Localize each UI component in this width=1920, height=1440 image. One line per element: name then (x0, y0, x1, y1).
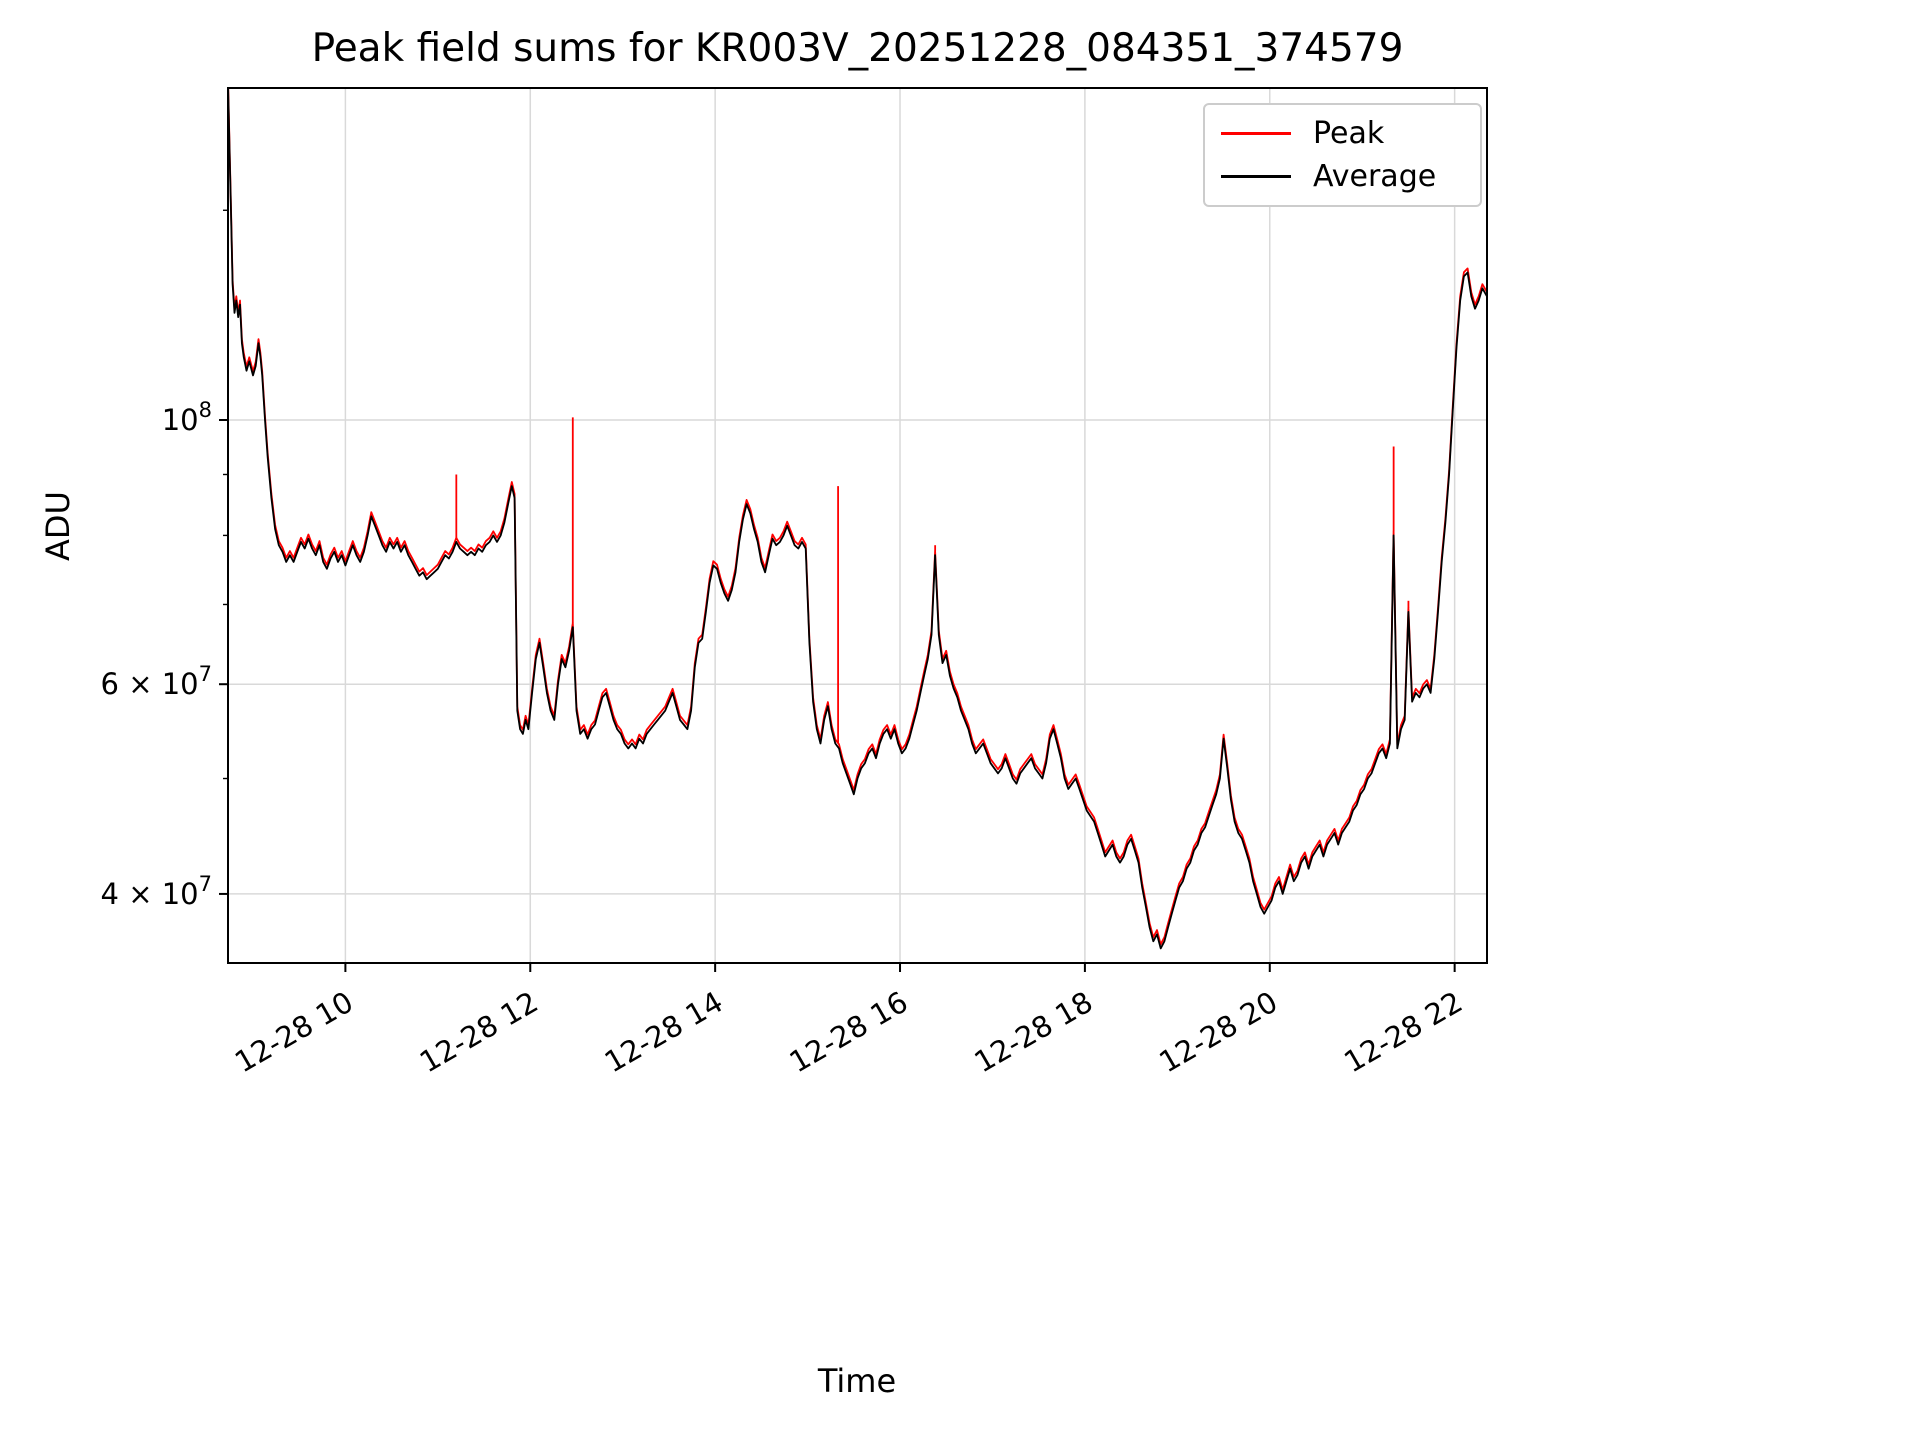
series-group (228, 88, 1487, 950)
y-tick-label: 108 (162, 398, 212, 437)
x-tick-label: 12-28 12 (414, 985, 544, 1080)
x-tick-label: 12-28 14 (599, 985, 729, 1080)
y-tick-label: 4 × 107 (101, 872, 212, 911)
average-series-line (228, 88, 1487, 950)
peak-line-swatch (1221, 132, 1291, 135)
legend: Peak Average (1203, 103, 1482, 207)
average-line-swatch (1221, 175, 1291, 178)
y-tick-label: 6 × 107 (101, 662, 212, 701)
tick-labels: 12-28 10 12-28 12 12-28 14 12-28 16 12-28 18… (101, 398, 1469, 1079)
grid-lines (228, 88, 1487, 963)
x-tick-label: 12-28 22 (1338, 985, 1468, 1080)
chart-title: Peak field sums for KR003V_20251228_0843… (311, 26, 1404, 71)
y-axis-label: ADU (39, 491, 77, 561)
peak-series-line (228, 88, 1487, 946)
tick-marks (219, 209, 1456, 972)
legend-label-average: Average (1313, 159, 1437, 194)
x-tick-label: 12-28 20 (1153, 985, 1283, 1080)
x-tick-label: 12-28 10 (229, 985, 359, 1080)
legend-item-peak: Peak (1221, 117, 1480, 150)
axes-spines (227, 87, 1488, 964)
x-tick-label: 12-28 16 (784, 985, 914, 1080)
legend-item-average: Average (1221, 160, 1480, 193)
legend-label-peak: Peak (1313, 116, 1385, 151)
x-tick-label: 12-28 18 (968, 985, 1098, 1080)
x-axis-label: Time (817, 1362, 897, 1400)
